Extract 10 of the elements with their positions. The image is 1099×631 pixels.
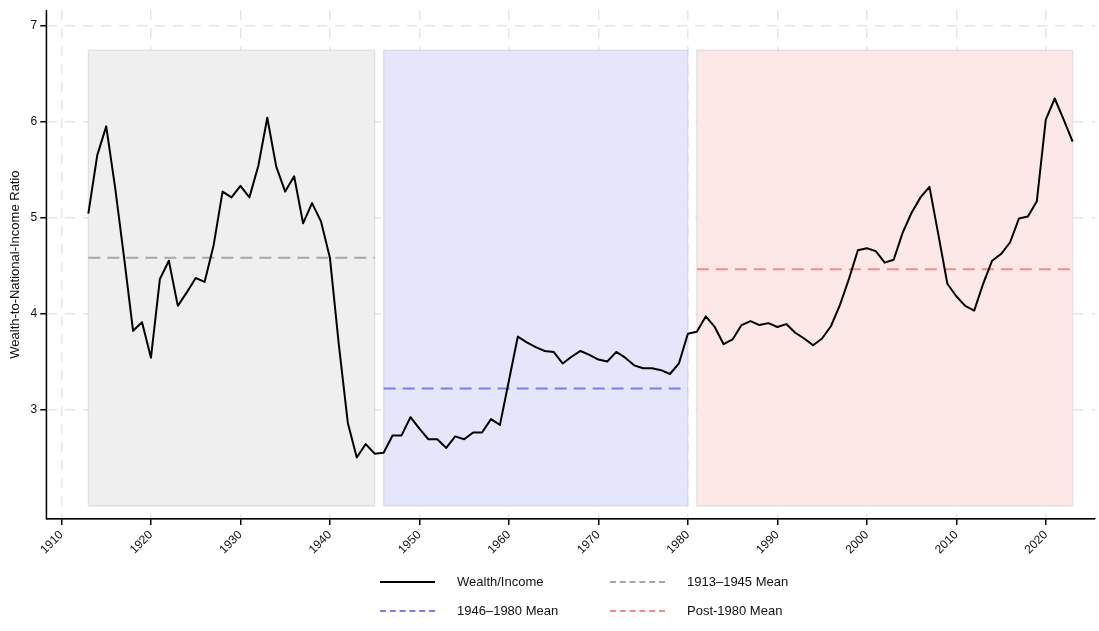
y-tick-label: 5 (30, 209, 38, 224)
y-tick-label: 4 (30, 305, 38, 320)
y-tick-label: 6 (30, 113, 38, 128)
legend-label: Wealth/Income (457, 574, 544, 589)
y-axis-title: Wealth-to-National-Income Ratio (7, 170, 23, 359)
legend-label: 1913–1945 Mean (687, 574, 789, 589)
legend-label: 1946–1980 Mean (457, 603, 559, 618)
legend-label: Post-1980 Mean (687, 603, 783, 618)
y-tick-label: 3 (30, 401, 38, 416)
y-tick-label: 7 (30, 17, 38, 32)
